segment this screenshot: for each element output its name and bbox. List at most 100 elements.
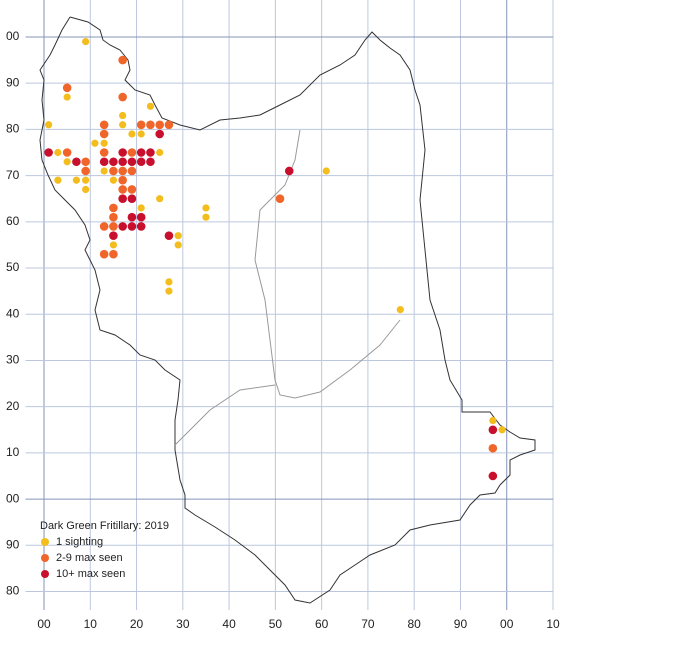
point [136, 120, 146, 130]
district-boundary [174, 384, 276, 446]
point [322, 167, 330, 175]
point [146, 148, 155, 157]
point [164, 120, 174, 130]
point [54, 176, 62, 184]
point [164, 231, 174, 240]
point [82, 185, 90, 194]
points [44, 37, 506, 481]
point [118, 166, 127, 176]
y-tick-label: 60 [6, 214, 20, 228]
y-tick-label: 90 [6, 75, 20, 89]
point [119, 121, 127, 129]
y-tick-label: 50 [6, 260, 20, 274]
x-tick-label: 70 [361, 617, 375, 631]
point [81, 166, 90, 176]
point [99, 157, 109, 167]
point [99, 222, 109, 231]
point [44, 148, 53, 157]
y-tick-label: 70 [6, 168, 20, 182]
y-tick-label: 80 [6, 122, 20, 136]
point [81, 157, 90, 167]
point [488, 425, 498, 435]
point [54, 148, 62, 157]
legend-title: Dark Green Fritillary: 2019 [40, 520, 169, 532]
point [118, 148, 127, 157]
point [498, 426, 506, 434]
point [127, 212, 137, 222]
y-tick-label: 90 [6, 537, 20, 551]
point [109, 241, 118, 249]
legend-swatch [41, 554, 49, 562]
point [155, 129, 164, 139]
point [127, 185, 137, 194]
point [91, 139, 99, 147]
point [136, 212, 146, 222]
y-tick-label: 00 [6, 491, 20, 505]
point [488, 471, 498, 481]
point [109, 176, 118, 184]
point [489, 416, 497, 425]
point [488, 443, 498, 453]
point [109, 203, 118, 213]
point [109, 222, 118, 231]
point [82, 176, 90, 184]
point [174, 241, 182, 249]
point [146, 102, 155, 110]
point [156, 195, 164, 203]
legend-label: 2-9 max seen [56, 552, 123, 564]
point [137, 130, 145, 138]
point [146, 120, 155, 130]
point [156, 148, 164, 157]
y-tick-label: 40 [6, 306, 20, 320]
point [165, 287, 173, 295]
point [155, 120, 164, 130]
x-tick-label: 60 [315, 617, 329, 631]
x-tick-label: 00 [37, 617, 51, 631]
point [136, 157, 146, 167]
point [202, 213, 210, 221]
point [118, 185, 127, 194]
point [99, 120, 109, 130]
x-tick-label: 10 [546, 617, 560, 631]
point [127, 166, 137, 176]
point [127, 148, 137, 157]
y-tick-label: 10 [6, 445, 20, 459]
point [63, 93, 71, 101]
point [202, 204, 210, 212]
y-tick-label: 80 [6, 584, 20, 598]
point [136, 148, 146, 157]
district-boundary [254, 129, 401, 399]
x-tick-label: 80 [408, 617, 422, 631]
point [109, 166, 118, 176]
point [63, 158, 71, 166]
point [100, 167, 108, 175]
point [118, 157, 127, 167]
point [62, 83, 72, 93]
legend-swatch [41, 538, 49, 546]
point [275, 194, 285, 204]
point [127, 157, 137, 167]
x-tick-label: 40 [222, 617, 236, 631]
x-tick-label: 30 [176, 617, 190, 631]
point [165, 278, 173, 286]
legend: 1 sighting 2-9 max seen 10+ max seen [41, 536, 125, 580]
point [146, 157, 155, 167]
x-tick-label: 10 [84, 617, 98, 631]
y-tick-label: 20 [6, 399, 20, 413]
point [118, 175, 127, 185]
point [109, 212, 118, 222]
point [137, 204, 145, 212]
point [118, 222, 127, 231]
point [99, 129, 109, 139]
point [118, 55, 127, 65]
point [62, 148, 72, 157]
legend-swatch [41, 570, 49, 578]
point [72, 157, 81, 167]
x-tick-label: 50 [269, 617, 283, 631]
county-boundary [39, 16, 536, 604]
x-tick-label: 00 [500, 617, 514, 631]
point [127, 222, 137, 231]
point [109, 157, 118, 167]
